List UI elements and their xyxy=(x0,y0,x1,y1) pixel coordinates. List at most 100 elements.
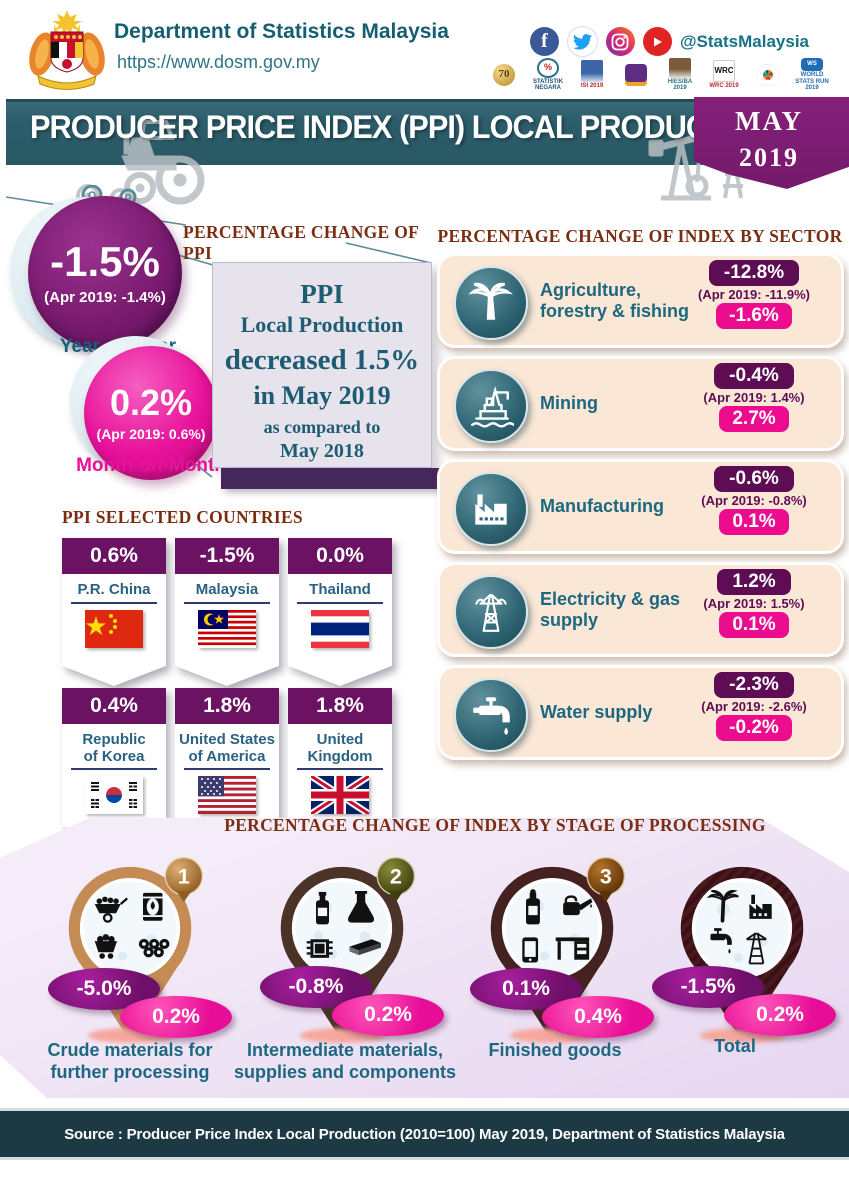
sector-name: Mining xyxy=(540,393,598,414)
country-shield-malaysia: -1.5% Malaysia xyxy=(175,538,279,686)
summary-line: May 2018 xyxy=(280,440,364,462)
ppi-summary-box: PPI Local Production decreased 1.5% in M… xyxy=(212,262,432,468)
sector-previous: (Apr 2019: -0.8%) xyxy=(701,493,807,508)
mini-factory-icon xyxy=(749,894,772,919)
flag-south-korea xyxy=(85,776,143,814)
smartphone-icon xyxy=(522,937,539,963)
stage-number: 1 xyxy=(178,865,190,889)
logs-icon xyxy=(138,938,170,958)
stage-heading: PERCENTAGE CHANGE OF INDEX BY STAGE OF P… xyxy=(224,815,766,835)
sector-previous: (Apr 2019: 1.5%) xyxy=(703,596,805,611)
flag-thailand xyxy=(311,609,369,648)
sector-mom-badge: 0.1% xyxy=(719,612,789,638)
flask-icon xyxy=(348,891,375,923)
twitter-icon[interactable] xyxy=(566,26,598,57)
flag-united-kingdom xyxy=(311,776,369,814)
country-shield-thailand: 0.0% Thailand xyxy=(288,538,392,686)
sector-previous: (Apr 2019: 1.4%) xyxy=(703,390,805,405)
mine-cart-icon xyxy=(94,934,117,959)
sector-name: Agriculture, forestry & fishing xyxy=(540,279,690,321)
banner-year: 2019 xyxy=(739,143,799,172)
ppi-change-heading: PERCENTAGE CHANGE OF PPI xyxy=(183,222,419,263)
sector-name: Water supply xyxy=(540,702,653,723)
logo-world-stats-run: WS WORLD STATS RUN 2019 xyxy=(793,58,831,92)
country-shield-usa: 1.8% United States of America xyxy=(175,688,279,848)
summary-line: decreased 1.5% xyxy=(224,344,420,376)
stage-yoy-oval: -0.8% xyxy=(260,966,372,1008)
country-value: 1.8% xyxy=(175,688,279,724)
flag-malaysia xyxy=(198,609,256,648)
sector-name: Electricity & gas supply xyxy=(540,588,681,630)
stage-label: Crude materials for further processing xyxy=(47,1040,213,1082)
country-name: P.R. China xyxy=(77,581,151,598)
social-row: f @StatsMalaysia xyxy=(529,26,809,57)
stage-label: Intermediate materials, supplies and com… xyxy=(233,1040,457,1082)
mom-circle: 0.2% (Apr 2019: 0.6%) xyxy=(84,346,218,480)
mom-label: Month-on-Month xyxy=(76,455,226,476)
sector-name: Manufacturing xyxy=(540,496,664,517)
stage-number: 2 xyxy=(390,865,402,889)
malaysia-coat-of-arms xyxy=(29,10,105,90)
summary-line: as compared to xyxy=(263,417,381,437)
bottle-icon xyxy=(316,891,329,925)
palm-tree-icon xyxy=(454,266,528,340)
facebook-icon[interactable]: f xyxy=(529,27,559,56)
sector-yoy-badge: 1.2% xyxy=(717,569,791,595)
stage-number: 3 xyxy=(600,865,612,889)
sector-previous: (Apr 2019: -11.9%) xyxy=(698,287,810,302)
country-name: Republic of Korea xyxy=(82,731,146,765)
logo-wrc-2019: WRC WRC 2019 xyxy=(705,58,743,92)
country-value: 0.0% xyxy=(288,538,392,574)
mini-palm-icon xyxy=(706,889,739,923)
bottled-product-icon xyxy=(526,889,540,925)
wheelbarrow-icon xyxy=(94,896,128,923)
summary-line: PPI xyxy=(300,279,344,309)
instagram-icon[interactable] xyxy=(605,27,635,56)
event-logos-row: 70 % STATISTIK NEGARA ISI 2019 HIES/BA 20… xyxy=(485,58,831,92)
lumber-icon xyxy=(349,939,381,956)
stage-mom-oval: 0.2% xyxy=(120,996,232,1038)
water-tap-icon xyxy=(454,678,528,752)
source-footer: Source : Producer Price Index Local Prod… xyxy=(0,1108,849,1160)
logo-70th-anniversary: 70 xyxy=(485,58,523,92)
microchip-icon xyxy=(306,939,333,958)
sector-mom-badge: -0.2% xyxy=(716,715,792,741)
factory-icon xyxy=(454,472,528,546)
country-value: 0.6% xyxy=(62,538,166,574)
stage-yoy-oval: -5.0% xyxy=(48,968,160,1010)
sector-mom-badge: -1.6% xyxy=(716,303,792,329)
country-name: United Kingdom xyxy=(307,731,373,765)
stage-label: Total xyxy=(714,1036,756,1056)
sector-yoy-badge: -2.3% xyxy=(714,672,794,698)
country-value: 1.8% xyxy=(288,688,392,724)
banner-month: MAY xyxy=(734,106,803,136)
logo-census-people xyxy=(617,58,655,92)
page-title: PRODUCER PRICE INDEX (PPI) LOCAL PRODUCT… xyxy=(30,109,778,145)
oil-platform-icon xyxy=(454,369,528,443)
org-website-link[interactable]: https://www.dosm.gov.my xyxy=(117,52,320,72)
mini-tap-icon xyxy=(710,928,732,954)
oil-can-icon xyxy=(563,895,593,916)
sector-heading: PERCENTAGE CHANGE OF INDEX BY SECTOR xyxy=(437,226,843,246)
yoy-circle: -1.5% (Apr 2019: -1.4%) xyxy=(28,196,182,350)
country-shield-china: 0.6% P.R. China xyxy=(62,538,166,686)
sector-previous: (Apr 2019: -2.6%) xyxy=(701,699,807,714)
sector-card-water: Water supply -2.3% (Apr 2019: -2.6%) -0.… xyxy=(437,665,844,760)
countries-heading: PPI SELECTED COUNTRIES xyxy=(62,507,303,527)
mom-value: 0.2% xyxy=(109,381,193,423)
mini-pylon-icon xyxy=(746,932,767,965)
flag-united-states xyxy=(198,776,256,814)
social-handle[interactable]: @StatsMalaysia xyxy=(679,31,809,51)
stage-mom-oval: 0.2% xyxy=(724,994,836,1036)
sector-yoy-badge: -0.6% xyxy=(714,466,794,492)
mom-previous: (Apr 2019: 0.6%) xyxy=(96,425,206,442)
country-value: -1.5% xyxy=(175,538,279,574)
summary-line: in May 2019 xyxy=(253,381,391,410)
flag-china xyxy=(85,609,143,648)
youtube-icon[interactable] xyxy=(642,27,672,56)
oil-drum-icon xyxy=(143,892,163,921)
stage-mom-oval: 0.2% xyxy=(332,994,444,1036)
sector-mom-badge: 0.1% xyxy=(719,509,789,535)
stage-label: Finished goods xyxy=(488,1040,622,1060)
logo-isi-2019: ISI 2019 xyxy=(573,58,611,92)
